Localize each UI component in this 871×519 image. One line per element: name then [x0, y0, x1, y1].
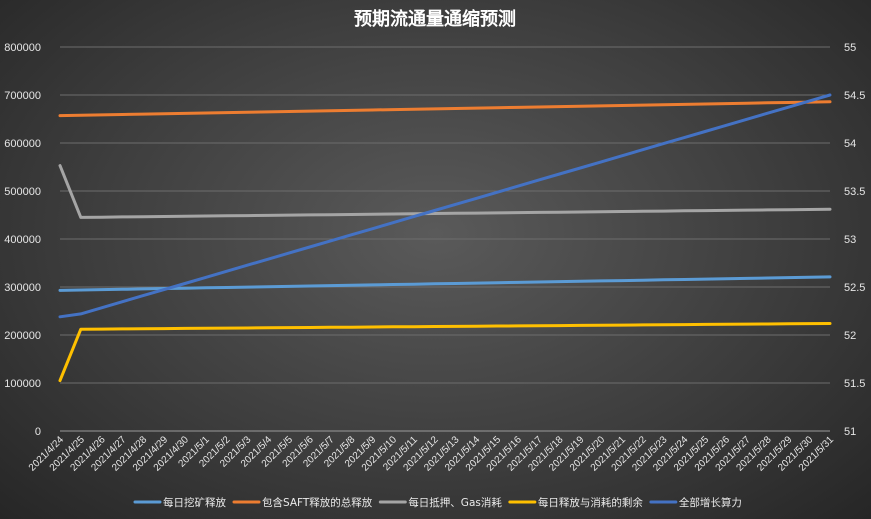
series-line-1	[58, 100, 832, 118]
right-tick-label: 51.5	[844, 378, 865, 390]
left-tick-label: 0	[35, 426, 41, 438]
right-y-axis: 51 51.5 52 52.5 53 53.5 54 54.5 55	[844, 42, 865, 438]
legend-label: 每日释放与消耗的剩余	[538, 496, 643, 509]
series-line-2	[58, 164, 832, 219]
right-tick-label: 54.5	[844, 90, 865, 102]
left-tick-label: 200000	[4, 330, 41, 342]
right-tick-label: 52.5	[844, 282, 865, 294]
left-y-axis: 0 100000 200000 300000 400000 500000 600000 700…	[4, 42, 41, 438]
left-tick-label: 600000	[4, 138, 41, 150]
right-tick-label: 53.5	[844, 186, 865, 198]
legend-item: 全部增长算力	[649, 496, 742, 509]
right-tick-label: 52	[844, 330, 856, 342]
chart-title: 预期流通量通缩预测	[354, 8, 516, 30]
left-tick-label: 800000	[4, 42, 41, 54]
legend-item: 每日释放与消耗的剩余	[508, 496, 643, 509]
legend-item: 每日抵押、Gas消耗	[378, 496, 502, 509]
legend-label: 每日挖矿释放	[163, 496, 226, 509]
left-tick-label: 300000	[4, 282, 41, 294]
left-tick-label: 100000	[4, 378, 41, 390]
left-tick-label: 700000	[4, 90, 41, 102]
x-axis: 2021/4/242021/4/252021/4/262021/4/272021…	[27, 430, 836, 474]
legend-item: 每日挖矿释放	[133, 496, 226, 509]
legend: 每日挖矿释放 包含SAFT释放的总释放 每日抵押、Gas消耗 每日释放与消耗的剩余 全部…	[133, 496, 742, 509]
right-tick-label: 51	[844, 426, 856, 438]
legend-label: 包含SAFT释放的总释放	[262, 496, 373, 509]
left-tick-label: 500000	[4, 186, 41, 198]
series-line-0	[58, 275, 832, 292]
right-tick-label: 55	[844, 42, 856, 54]
series-lines	[58, 93, 832, 383]
right-tick-label: 54	[844, 138, 856, 150]
right-tick-label: 53	[844, 234, 856, 246]
legend-label: 每日抵押、Gas消耗	[408, 496, 502, 509]
series-line-4	[58, 93, 832, 319]
left-tick-label: 400000	[4, 234, 41, 246]
legend-label: 全部增长算力	[679, 496, 742, 509]
series-line-3	[58, 322, 832, 383]
legend-item: 包含SAFT释放的总释放	[232, 496, 373, 509]
